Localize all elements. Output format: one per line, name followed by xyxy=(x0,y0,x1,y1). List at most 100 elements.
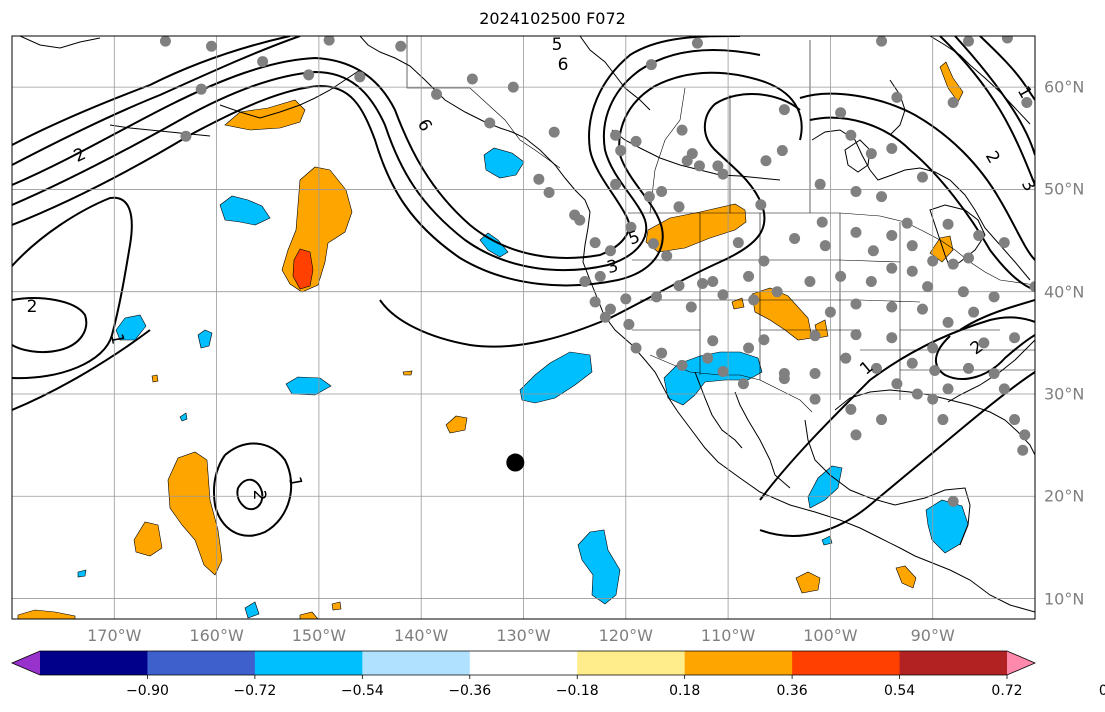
station-marker xyxy=(876,414,888,426)
contour-label: 6 xyxy=(558,55,569,75)
colorbar-segment xyxy=(362,651,471,675)
station-marker xyxy=(354,71,366,83)
negative-anomaly-region xyxy=(479,232,509,258)
station-markers xyxy=(159,36,1051,507)
station-marker xyxy=(685,301,697,313)
station-marker xyxy=(776,145,788,157)
station-marker xyxy=(845,403,857,415)
station-marker xyxy=(702,352,714,364)
station-marker xyxy=(645,59,657,71)
station-marker xyxy=(886,332,898,344)
negative-anomaly-region xyxy=(519,351,593,404)
negative-anomaly-region xyxy=(115,314,147,341)
station-marker xyxy=(676,124,688,136)
station-marker xyxy=(737,378,749,390)
longitude-label: 160°W xyxy=(189,626,244,645)
colorbar-tick-label: 0.90 xyxy=(1098,683,1105,699)
latitude-label: 30°N xyxy=(1044,384,1085,404)
station-marker xyxy=(625,221,637,233)
station-marker xyxy=(804,275,816,287)
positive-anomaly-region xyxy=(402,370,413,376)
center-marker xyxy=(506,453,525,472)
station-marker xyxy=(755,199,767,211)
station-marker xyxy=(947,495,959,507)
station-marker xyxy=(1009,332,1021,344)
positive-anomaly-region xyxy=(939,61,964,103)
station-marker xyxy=(697,278,709,290)
station-marker xyxy=(778,373,790,385)
station-marker xyxy=(942,316,954,328)
station-marker xyxy=(395,40,407,52)
colorbar-tick-label: 0.54 xyxy=(883,683,916,699)
colorbar-segment xyxy=(684,651,793,675)
longitude-label: 90°W xyxy=(910,626,955,645)
latitude-label: 40°N xyxy=(1044,282,1085,302)
station-marker xyxy=(1019,429,1031,441)
station-marker xyxy=(1021,96,1033,108)
station-marker xyxy=(835,270,847,282)
station-marker xyxy=(707,275,719,287)
station-marker xyxy=(647,238,659,250)
station-marker xyxy=(886,301,898,313)
colorbar-tick-label: −0.54 xyxy=(340,683,384,699)
latitude-label: 20°N xyxy=(1044,486,1085,506)
station-marker xyxy=(809,330,821,342)
contour-label: 1 xyxy=(284,475,306,489)
station-marker xyxy=(1040,409,1051,420)
longitude-label: 110°W xyxy=(700,626,756,645)
station-marker xyxy=(656,185,668,197)
station-marker xyxy=(431,88,443,100)
station-marker xyxy=(957,286,969,298)
station-marker xyxy=(867,245,879,257)
station-marker xyxy=(809,393,821,405)
colorbar-outline xyxy=(10,650,1037,676)
station-marker xyxy=(717,168,729,180)
station-marker xyxy=(911,388,923,400)
map-frame xyxy=(11,35,1036,620)
station-marker xyxy=(589,237,601,249)
negative-anomaly-region xyxy=(77,569,87,578)
positive-anomaly-region xyxy=(167,451,223,576)
station-marker xyxy=(643,191,655,203)
political-borders xyxy=(406,36,1035,413)
negative-anomaly-region xyxy=(244,601,260,619)
strong-positive-anomaly-region xyxy=(292,248,314,290)
station-marker xyxy=(533,173,545,185)
contour-label: 5 xyxy=(552,35,563,55)
station-marker xyxy=(845,129,857,141)
station-marker xyxy=(717,365,729,377)
positive-anomaly-region xyxy=(795,571,821,594)
station-marker xyxy=(850,298,862,310)
station-marker xyxy=(1017,444,1029,456)
station-marker xyxy=(604,303,616,315)
station-marker xyxy=(988,368,1000,380)
positive-anomaly-region xyxy=(331,601,342,611)
station-marker xyxy=(466,73,478,85)
station-marker xyxy=(712,160,724,172)
station-marker xyxy=(661,250,673,262)
station-marker xyxy=(942,218,954,230)
station-marker xyxy=(937,414,949,426)
station-marker xyxy=(195,83,207,95)
station-marker xyxy=(819,240,831,252)
station-marker xyxy=(816,216,828,228)
station-marker xyxy=(916,303,928,315)
negative-anomaly-region xyxy=(577,529,621,605)
station-marker xyxy=(180,130,192,142)
station-marker xyxy=(1009,414,1021,426)
station-marker xyxy=(1029,281,1035,293)
station-marker xyxy=(973,229,985,241)
station-marker xyxy=(615,145,627,157)
longitude-label: 100°W xyxy=(803,626,858,645)
station-marker xyxy=(778,104,790,116)
contour-label: 3 xyxy=(605,256,621,278)
gridlines xyxy=(12,36,1035,619)
station-marker xyxy=(693,160,705,172)
colorbar-segment xyxy=(899,651,1008,675)
station-marker xyxy=(623,318,635,330)
station-marker xyxy=(927,342,939,354)
positive-anomaly-region xyxy=(445,415,468,434)
station-marker xyxy=(886,262,898,274)
colorbar-tick-label: 0.36 xyxy=(776,683,808,699)
